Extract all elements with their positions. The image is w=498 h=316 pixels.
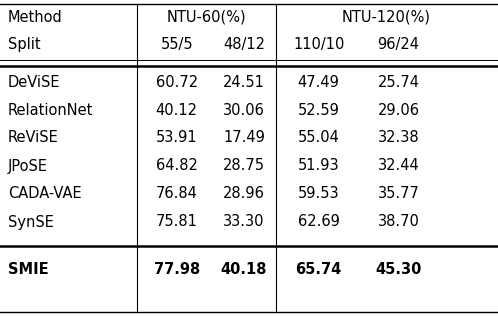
Text: NTU-60(%): NTU-60(%) xyxy=(167,9,247,25)
Text: 53.91: 53.91 xyxy=(156,131,198,145)
Text: CADA-VAE: CADA-VAE xyxy=(8,186,82,202)
Text: DeViSE: DeViSE xyxy=(8,75,60,89)
Text: 32.44: 32.44 xyxy=(377,159,419,173)
Text: 40.12: 40.12 xyxy=(156,102,198,118)
Text: 51.93: 51.93 xyxy=(298,159,340,173)
Text: JPoSE: JPoSE xyxy=(8,159,48,173)
Text: 60.72: 60.72 xyxy=(156,75,198,89)
Text: Split: Split xyxy=(8,37,41,52)
Text: 110/10: 110/10 xyxy=(293,37,345,52)
Text: 25.74: 25.74 xyxy=(377,75,419,89)
Text: 17.49: 17.49 xyxy=(223,131,265,145)
Text: 52.59: 52.59 xyxy=(298,102,340,118)
Text: 28.75: 28.75 xyxy=(223,159,265,173)
Text: 65.74: 65.74 xyxy=(296,263,342,277)
Text: RelationNet: RelationNet xyxy=(8,102,93,118)
Text: 32.38: 32.38 xyxy=(377,131,419,145)
Text: 40.18: 40.18 xyxy=(221,263,267,277)
Text: 64.82: 64.82 xyxy=(156,159,198,173)
Text: 30.06: 30.06 xyxy=(223,102,265,118)
Text: 55.04: 55.04 xyxy=(298,131,340,145)
Text: 76.84: 76.84 xyxy=(156,186,198,202)
Text: 77.98: 77.98 xyxy=(154,263,200,277)
Text: 45.30: 45.30 xyxy=(375,263,422,277)
Text: 29.06: 29.06 xyxy=(377,102,419,118)
Text: 38.70: 38.70 xyxy=(377,215,419,229)
Text: ReViSE: ReViSE xyxy=(8,131,59,145)
Text: 48/12: 48/12 xyxy=(223,37,265,52)
Text: SynSE: SynSE xyxy=(8,215,54,229)
Text: Method: Method xyxy=(8,9,63,25)
Text: 28.96: 28.96 xyxy=(223,186,265,202)
Text: NTU-120(%): NTU-120(%) xyxy=(342,9,430,25)
Text: 47.49: 47.49 xyxy=(298,75,340,89)
Text: 59.53: 59.53 xyxy=(298,186,340,202)
Text: 75.81: 75.81 xyxy=(156,215,198,229)
Text: 33.30: 33.30 xyxy=(223,215,265,229)
Text: 55/5: 55/5 xyxy=(160,37,193,52)
Text: 35.77: 35.77 xyxy=(377,186,419,202)
Text: 62.69: 62.69 xyxy=(298,215,340,229)
Text: 24.51: 24.51 xyxy=(223,75,265,89)
Text: SMIE: SMIE xyxy=(8,263,49,277)
Text: 96/24: 96/24 xyxy=(377,37,419,52)
